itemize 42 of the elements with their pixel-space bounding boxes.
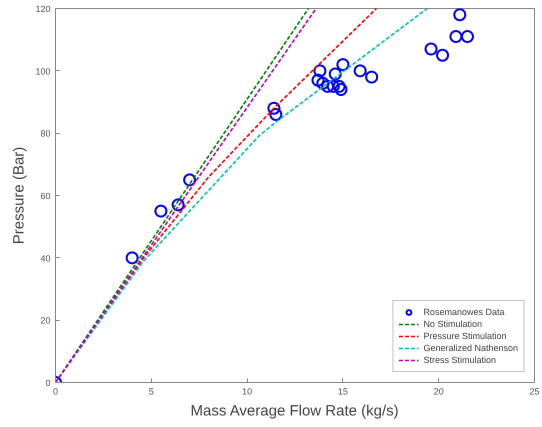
point <box>313 64 326 78</box>
y-axis-title: Pressure (Bar) <box>10 146 28 244</box>
point <box>321 80 334 93</box>
point <box>183 173 196 186</box>
point <box>336 58 350 72</box>
point <box>269 108 282 121</box>
x-tick-label: 5 <box>148 386 154 396</box>
point <box>453 8 466 22</box>
point <box>267 102 280 115</box>
y-tick-label: 80 <box>40 128 51 139</box>
x-axis-title: Mass Average Flow Rate (kg/s) <box>190 402 399 420</box>
point <box>154 204 168 218</box>
y-tick-label: 40 <box>40 253 51 264</box>
y-tick-label: 0 <box>45 378 51 388</box>
x-tick-label: 20 <box>434 386 444 396</box>
point <box>365 70 378 84</box>
x-tick-label: 15 <box>338 386 348 396</box>
point <box>126 251 139 264</box>
point <box>311 74 324 87</box>
point <box>172 198 185 212</box>
point <box>354 64 367 78</box>
point <box>436 48 450 62</box>
legend-label: Stress Stimulation <box>423 354 496 366</box>
legend-label: Pressure Stimulation <box>423 330 506 342</box>
x-tick-label: 0 <box>52 386 58 396</box>
point <box>328 67 342 80</box>
point <box>334 83 348 96</box>
y-tick-label: 100 <box>35 66 51 76</box>
point <box>460 30 474 44</box>
point <box>424 42 438 56</box>
point <box>332 80 346 93</box>
point <box>316 76 330 90</box>
legend-label: Rosemanowes Data <box>423 306 504 318</box>
x-tick-label: 10 <box>242 386 252 396</box>
x-tick-label: 25 <box>529 386 540 396</box>
point <box>326 80 340 93</box>
legend-label: No Stimulation <box>423 318 482 330</box>
y-tick-label: 60 <box>40 191 51 201</box>
legend-label: Generalized Nathenson <box>423 342 518 354</box>
y-tick-label: 20 <box>40 316 51 326</box>
point <box>449 30 462 44</box>
y-tick-label: 120 <box>35 4 51 14</box>
